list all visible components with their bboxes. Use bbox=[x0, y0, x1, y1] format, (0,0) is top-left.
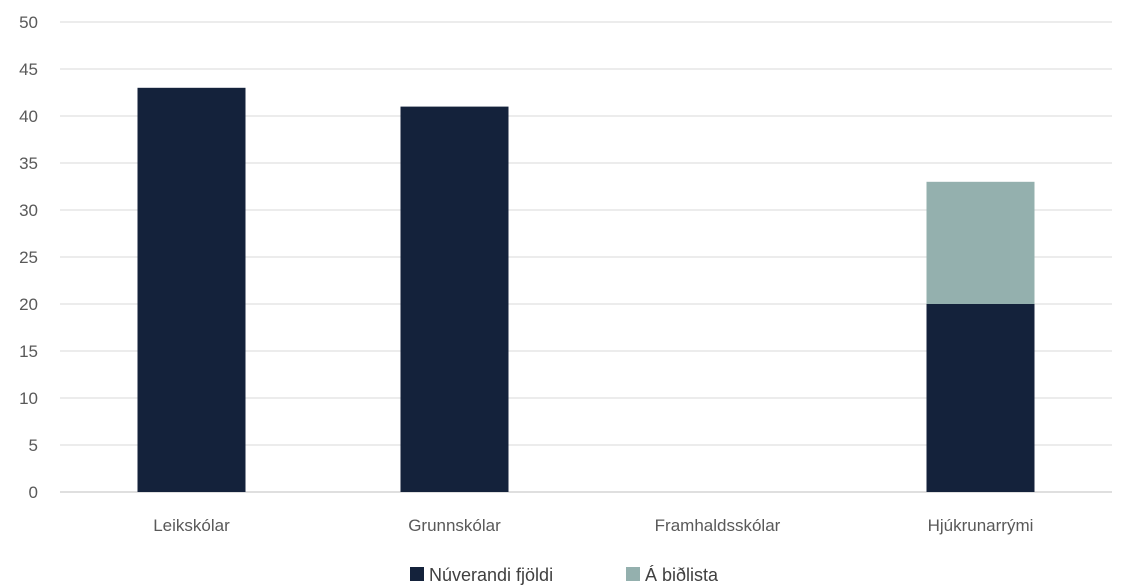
y-tick-label: 10 bbox=[19, 389, 38, 408]
y-tick-label: 20 bbox=[19, 295, 38, 314]
x-category-label: Hjúkrunarrými bbox=[928, 516, 1034, 535]
y-tick-label: 25 bbox=[19, 248, 38, 267]
legend-swatch-1 bbox=[626, 567, 640, 581]
y-tick-label: 30 bbox=[19, 201, 38, 220]
x-category-label: Framhaldsskólar bbox=[655, 516, 781, 535]
x-axis-category-labels: Leikskólar Grunnskólar Framhaldsskólar Hjúk… bbox=[153, 516, 1033, 535]
x-category-label: Grunnskólar bbox=[408, 516, 501, 535]
y-tick-label: 40 bbox=[19, 107, 38, 126]
legend-swatch-0 bbox=[410, 567, 424, 581]
y-tick-label: 15 bbox=[19, 342, 38, 361]
legend: Núverandi fjöldi Á biðlista bbox=[410, 565, 719, 585]
y-tick-label: 35 bbox=[19, 154, 38, 173]
legend-label: Núverandi fjöldi bbox=[429, 565, 553, 585]
y-tick-label: 50 bbox=[19, 13, 38, 32]
bars bbox=[137, 87, 1035, 493]
bar-current-3 bbox=[926, 304, 1035, 492]
y-axis-tick-labels: 0 5 10 15 20 25 30 35 40 45 50 bbox=[19, 13, 38, 502]
bar-current-0 bbox=[137, 87, 246, 493]
y-tick-label: 5 bbox=[29, 436, 38, 455]
bar-waitlist-3 bbox=[926, 181, 1035, 304]
y-tick-label: 45 bbox=[19, 60, 38, 79]
x-category-label: Leikskólar bbox=[153, 516, 230, 535]
y-tick-label: 0 bbox=[29, 483, 38, 502]
bar-current-1 bbox=[400, 106, 509, 492]
legend-label: Á biðlista bbox=[645, 565, 719, 585]
